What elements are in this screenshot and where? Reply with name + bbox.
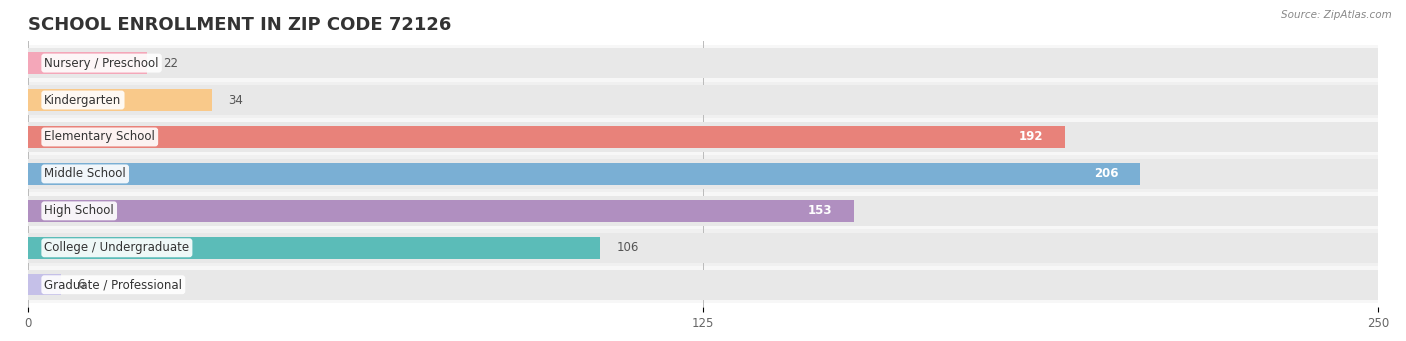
Text: 34: 34 (228, 93, 243, 106)
Text: College / Undergraduate: College / Undergraduate (45, 241, 190, 254)
Text: High School: High School (45, 204, 114, 217)
Bar (28, 48, 1378, 78)
Bar (28, 200, 855, 222)
Text: SCHOOL ENROLLMENT IN ZIP CODE 72126: SCHOOL ENROLLMENT IN ZIP CODE 72126 (28, 16, 451, 34)
Bar (28, 81, 1378, 119)
Bar (28, 53, 146, 74)
Bar (28, 266, 1378, 303)
Text: 106: 106 (617, 241, 638, 254)
Text: 206: 206 (1094, 167, 1119, 180)
Text: Source: ZipAtlas.com: Source: ZipAtlas.com (1281, 10, 1392, 20)
Bar (28, 237, 600, 258)
Bar (28, 233, 1378, 263)
Bar (28, 45, 1378, 81)
Text: 22: 22 (163, 57, 179, 70)
Bar (28, 196, 1378, 226)
Bar (28, 119, 1378, 155)
Bar (28, 163, 1140, 184)
Text: 192: 192 (1018, 131, 1043, 144)
Text: 6: 6 (77, 278, 84, 291)
Bar (28, 122, 1378, 152)
Text: 153: 153 (808, 204, 832, 217)
Text: Nursery / Preschool: Nursery / Preschool (45, 57, 159, 70)
Text: Graduate / Professional: Graduate / Professional (45, 278, 183, 291)
Bar (28, 159, 1378, 189)
Bar (28, 155, 1378, 192)
Bar (28, 192, 1378, 229)
Text: Kindergarten: Kindergarten (45, 93, 121, 106)
Bar (28, 85, 1378, 115)
Bar (28, 270, 1378, 300)
Bar (28, 274, 60, 295)
Text: Middle School: Middle School (45, 167, 127, 180)
Bar (28, 229, 1378, 266)
Text: Elementary School: Elementary School (45, 131, 155, 144)
Bar (28, 126, 1064, 148)
Bar (28, 89, 212, 111)
